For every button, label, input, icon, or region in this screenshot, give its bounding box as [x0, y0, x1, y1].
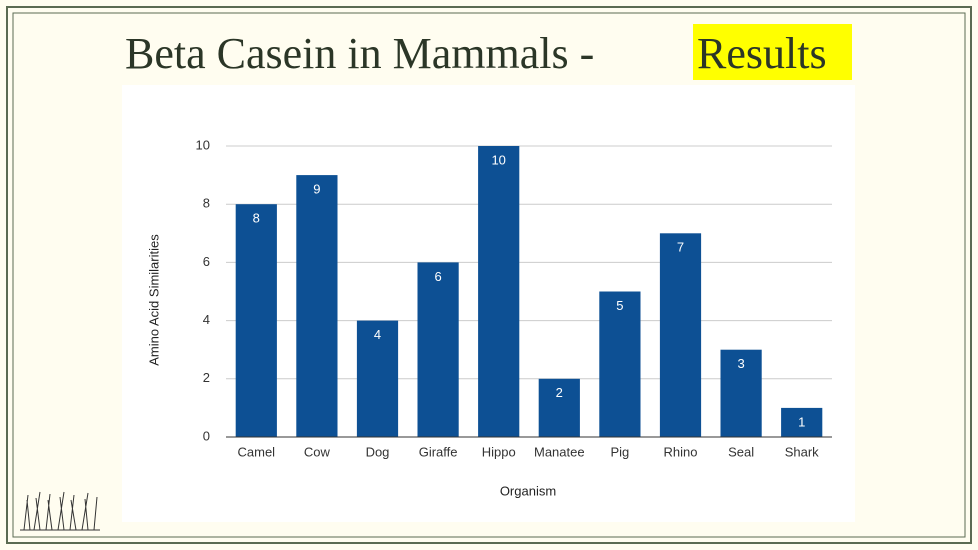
value-label: 4: [374, 327, 381, 342]
y-axis-label: Amino Acid Similarities: [146, 234, 161, 366]
bar: [599, 291, 641, 437]
bar: [538, 378, 580, 437]
title-highlight-bg: [693, 24, 852, 80]
value-label: 9: [313, 182, 320, 197]
value-label: 7: [677, 240, 684, 255]
bar: [720, 349, 762, 437]
x-tick-label: Pig: [611, 444, 630, 459]
y-tick-label: 8: [203, 196, 210, 211]
x-tick-label: Camel: [238, 444, 276, 459]
x-tick-label: Cow: [304, 444, 331, 459]
value-label: 5: [616, 298, 623, 313]
value-label: 1: [798, 414, 805, 429]
value-label: 6: [434, 269, 441, 284]
grass-icon: [20, 491, 100, 531]
slide-title: Beta Casein in Mammals -: [125, 29, 594, 78]
x-axis-label: Organism: [500, 483, 556, 498]
y-tick-label: 6: [203, 254, 210, 269]
y-tick-label: 2: [203, 370, 210, 385]
x-tick-label: Giraffe: [419, 444, 458, 459]
bar: [478, 146, 520, 437]
y-tick-label: 4: [203, 312, 210, 327]
slide-title-highlight: Results: [697, 29, 827, 78]
x-tick-label: Shark: [785, 444, 819, 459]
y-tick-label: 10: [196, 137, 210, 152]
value-label: 2: [556, 385, 563, 400]
value-label: 3: [737, 356, 744, 371]
bar: [296, 175, 338, 437]
outer-border: [6, 6, 972, 544]
bar: [356, 320, 399, 437]
bar: [659, 233, 702, 437]
y-tick-label: 0: [203, 428, 210, 443]
x-tick-label: Hippo: [482, 444, 516, 459]
value-label: 10: [491, 152, 505, 167]
x-tick-label: Manatee: [534, 444, 585, 459]
bar: [235, 204, 277, 437]
bar: [417, 262, 459, 437]
bar: [781, 407, 823, 437]
inner-border: [12, 12, 966, 538]
x-tick-label: Rhino: [664, 444, 698, 459]
x-tick-label: Seal: [728, 444, 754, 459]
x-tick-label: Dog: [366, 444, 390, 459]
value-label: 8: [253, 211, 260, 226]
